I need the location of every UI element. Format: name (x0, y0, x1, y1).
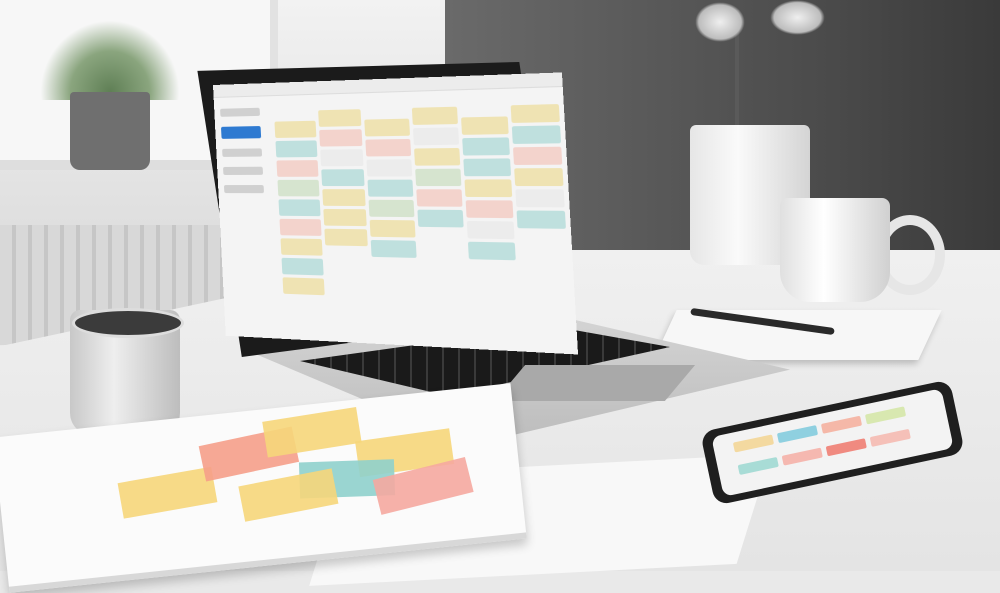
task-card[interactable] (465, 200, 514, 219)
task-card[interactable] (323, 208, 368, 227)
mug-rim (72, 308, 184, 338)
sidebar-item[interactable] (220, 107, 261, 117)
sidebar-item[interactable] (223, 185, 265, 194)
laptop-screen (213, 72, 579, 355)
trackpad (494, 365, 696, 401)
task-card[interactable] (467, 241, 516, 261)
task-card[interactable] (462, 158, 511, 177)
task-card[interactable] (415, 189, 463, 207)
task-card[interactable] (279, 218, 322, 236)
task-card[interactable] (412, 127, 459, 146)
task-card[interactable] (320, 149, 364, 167)
flower-stems (735, 10, 789, 130)
board-column (364, 118, 421, 347)
board-column (460, 116, 521, 351)
task-card[interactable] (466, 220, 515, 240)
phone-app-tile (820, 415, 863, 434)
task-card[interactable] (464, 179, 513, 198)
sticky-note (262, 407, 362, 458)
task-card[interactable] (282, 277, 325, 296)
phone-app-tile (737, 456, 779, 475)
plant-leaves (40, 20, 180, 100)
task-card[interactable] (370, 219, 416, 238)
coffee-cup (780, 198, 890, 302)
task-card[interactable] (278, 199, 321, 217)
board-column (510, 104, 573, 354)
flower (770, 0, 825, 35)
task-card[interactable] (322, 189, 367, 207)
task-card[interactable] (411, 106, 458, 125)
task-card[interactable] (366, 159, 412, 177)
task-card[interactable] (318, 109, 362, 127)
sidebar (214, 97, 278, 338)
sidebar-item[interactable] (223, 166, 264, 176)
phone-app-tile (781, 447, 823, 466)
sidebar-item[interactable] (220, 126, 262, 139)
task-card[interactable] (511, 125, 562, 144)
task-card[interactable] (319, 129, 363, 147)
phone-app-tile (864, 406, 907, 425)
plant-pot-left (70, 92, 150, 170)
sticky-note (117, 466, 218, 519)
task-card[interactable] (515, 189, 565, 208)
kanban-board (274, 104, 573, 355)
task-card[interactable] (416, 209, 464, 228)
board-column (274, 120, 327, 341)
phone-app-tile (869, 428, 911, 447)
task-card[interactable] (371, 239, 417, 258)
flower (695, 2, 745, 42)
task-card[interactable] (514, 168, 564, 187)
task-card[interactable] (277, 179, 320, 197)
task-card[interactable] (275, 140, 318, 158)
sidebar-item[interactable] (222, 148, 263, 157)
phone-app-tile (825, 438, 867, 457)
task-card[interactable] (274, 120, 317, 138)
task-card[interactable] (461, 137, 510, 156)
task-card[interactable] (414, 168, 462, 187)
task-card[interactable] (324, 228, 369, 247)
sticky-note (238, 468, 339, 522)
task-card[interactable] (364, 118, 410, 137)
task-card[interactable] (281, 257, 324, 276)
phone-app-tile (776, 425, 819, 444)
phone-app-tile (732, 434, 775, 453)
task-card[interactable] (460, 116, 509, 135)
task-card[interactable] (512, 146, 563, 166)
task-card[interactable] (368, 199, 414, 218)
task-card[interactable] (516, 210, 566, 229)
task-card[interactable] (367, 179, 413, 197)
task-card[interactable] (276, 160, 319, 177)
task-card[interactable] (321, 169, 365, 187)
task-card[interactable] (510, 104, 560, 123)
task-card[interactable] (413, 147, 460, 166)
task-card[interactable] (365, 138, 411, 157)
task-card[interactable] (280, 238, 323, 256)
